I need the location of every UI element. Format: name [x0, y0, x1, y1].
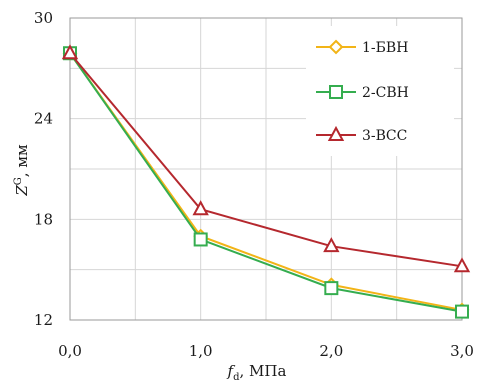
x-tick-label: 3,0	[450, 342, 474, 360]
legend-entry-2: 2-СВН	[316, 85, 409, 101]
legend-marker	[328, 39, 344, 55]
x-axis-label-unit: , МПа	[240, 362, 287, 380]
series-line-2	[69, 52, 463, 313]
legend-label: 2-СВН	[362, 85, 409, 101]
data-point	[323, 237, 340, 253]
y-axis-label-superscript: G	[13, 177, 24, 185]
x-tick-label: 0,0	[58, 342, 82, 360]
legend-label: 1-БВН	[362, 40, 408, 56]
data-point	[455, 304, 469, 319]
legend-marker	[329, 85, 343, 99]
legend-label: 3-ВСС	[362, 128, 407, 144]
x-tick-label: 1,0	[189, 342, 213, 360]
y-axis-ticks: 12 18 24 30	[34, 9, 53, 329]
series-3	[61, 44, 471, 273]
series-group	[61, 44, 471, 319]
grid-lines	[70, 18, 462, 320]
y-axis-label: ZG, мм	[13, 144, 31, 197]
x-axis-label-subscript: d	[233, 372, 240, 383]
legend: 1-БВН 2-СВН 3-ВСС	[306, 26, 454, 156]
y-axis-label-unit: , мм	[13, 144, 31, 177]
x-axis-ticks: 0,0 1,0 2,0 3,0	[58, 342, 474, 360]
y-tick-label: 18	[34, 210, 53, 228]
legend-entry-3: 3-ВСС	[316, 125, 407, 144]
y-axis-label-symbol: Z	[13, 185, 31, 197]
x-axis-label-symbol: f	[227, 362, 236, 380]
data-point	[453, 257, 471, 273]
y-tick-label: 30	[34, 9, 53, 27]
legend-entry-1: 1-БВН	[316, 39, 408, 56]
data-point	[324, 281, 339, 296]
data-point	[193, 232, 208, 247]
series-line-3	[69, 52, 463, 268]
x-axis-label: fd, МПа	[227, 362, 287, 383]
x-tick-label: 2,0	[319, 342, 343, 360]
y-tick-label: 24	[34, 110, 53, 128]
legend-marker	[327, 125, 345, 141]
plot-area-frame	[69, 17, 463, 321]
y-tick-label: 12	[34, 311, 53, 329]
data-point	[61, 44, 79, 60]
data-point	[192, 200, 209, 216]
